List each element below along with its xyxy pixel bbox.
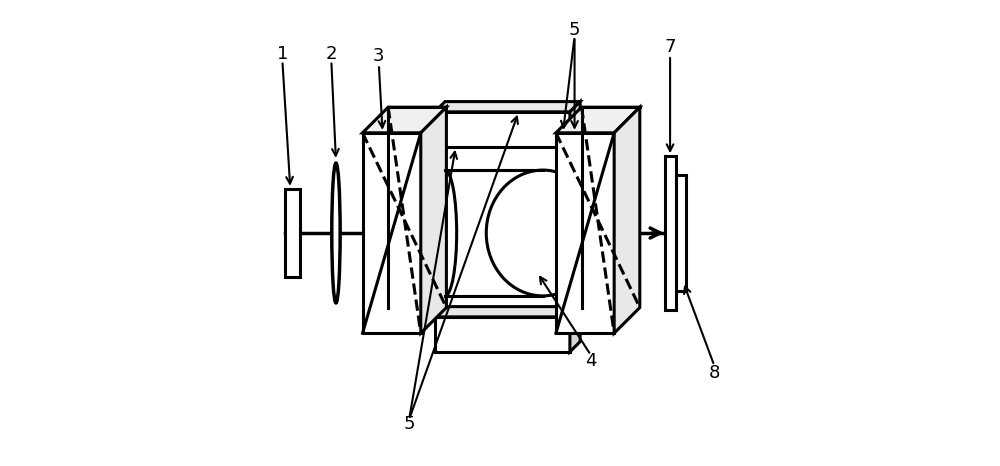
Polygon shape [285, 189, 300, 277]
Text: 7: 7 [664, 38, 676, 55]
Polygon shape [421, 107, 446, 333]
Polygon shape [435, 112, 570, 147]
Polygon shape [570, 307, 580, 352]
Polygon shape [435, 102, 580, 112]
Polygon shape [556, 107, 640, 133]
Polygon shape [445, 170, 543, 296]
Polygon shape [363, 107, 446, 133]
Text: 2: 2 [326, 45, 337, 62]
Polygon shape [570, 102, 580, 147]
Text: 5: 5 [569, 21, 580, 39]
Text: 8: 8 [709, 364, 720, 382]
Ellipse shape [433, 170, 457, 296]
Polygon shape [556, 133, 614, 333]
Text: 5: 5 [403, 415, 415, 433]
Text: 4: 4 [585, 352, 597, 370]
Text: 3: 3 [373, 47, 385, 65]
Polygon shape [435, 317, 570, 352]
Polygon shape [363, 133, 421, 333]
Ellipse shape [486, 170, 599, 296]
Ellipse shape [332, 163, 340, 303]
Polygon shape [435, 307, 580, 317]
Polygon shape [676, 175, 686, 291]
Polygon shape [665, 156, 676, 310]
Polygon shape [614, 107, 640, 333]
Text: 1: 1 [277, 45, 288, 62]
